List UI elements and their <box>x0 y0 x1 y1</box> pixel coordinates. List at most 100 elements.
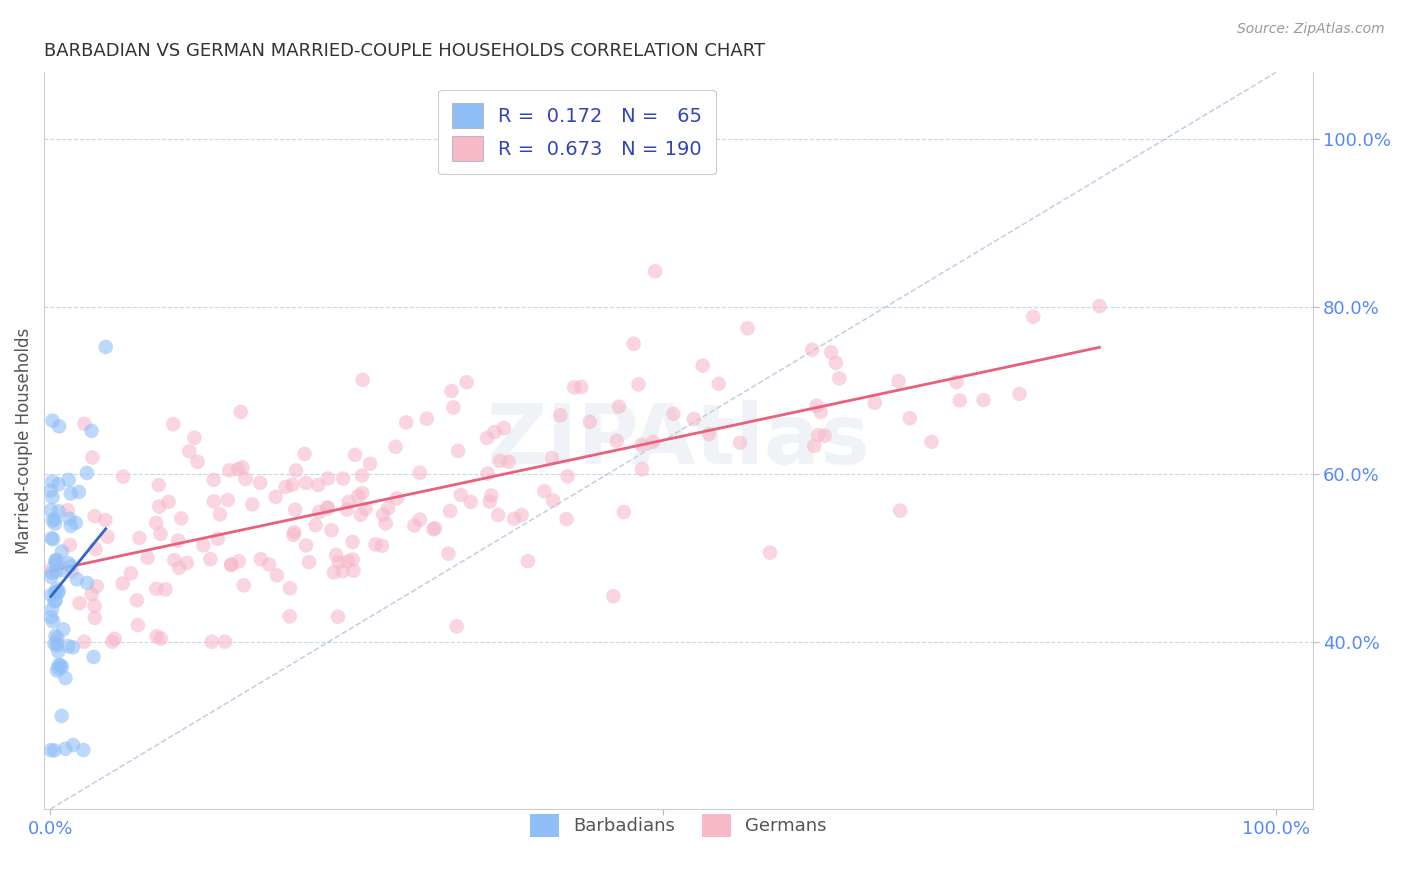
Point <box>384 440 406 454</box>
Point <box>48 504 70 518</box>
Point <box>409 466 432 480</box>
Point <box>232 578 254 592</box>
Point <box>67 484 90 499</box>
Point <box>316 501 339 516</box>
Point <box>332 472 354 486</box>
Point <box>80 587 103 601</box>
Point <box>242 498 264 512</box>
Point <box>437 547 460 561</box>
Point <box>503 512 526 526</box>
Point <box>48 584 70 599</box>
Point <box>39 588 62 602</box>
Point <box>304 518 326 533</box>
Point <box>219 558 242 572</box>
Point <box>45 634 67 648</box>
Point <box>395 416 418 430</box>
Point <box>759 546 782 560</box>
Point <box>163 553 186 567</box>
Point <box>949 393 972 408</box>
Legend: Barbadians, Germans: Barbadians, Germans <box>523 806 834 845</box>
Point <box>53 741 76 756</box>
Point <box>921 434 943 449</box>
Point <box>364 537 387 551</box>
Point <box>52 563 75 577</box>
Point <box>231 460 253 475</box>
Point <box>266 568 288 582</box>
Point <box>283 528 305 542</box>
Point <box>404 518 426 533</box>
Point <box>219 558 242 572</box>
Point <box>274 480 297 494</box>
Point <box>337 495 360 509</box>
Point <box>737 321 759 335</box>
Point <box>307 478 329 492</box>
Point <box>887 374 910 388</box>
Point <box>336 502 359 516</box>
Point <box>208 508 231 522</box>
Point <box>456 376 478 390</box>
Point <box>41 490 63 504</box>
Point <box>228 554 250 568</box>
Point <box>945 375 967 389</box>
Point <box>183 431 205 445</box>
Point <box>440 384 463 398</box>
Point <box>510 508 533 523</box>
Point <box>249 552 271 566</box>
Point <box>516 554 538 568</box>
Point <box>278 609 301 624</box>
Point <box>342 552 364 566</box>
Point <box>623 336 645 351</box>
Point <box>641 434 664 449</box>
Point <box>45 553 67 567</box>
Point <box>336 554 359 568</box>
Point <box>39 743 62 757</box>
Point <box>218 463 240 477</box>
Point <box>377 501 399 516</box>
Point <box>214 634 236 648</box>
Point <box>285 463 308 477</box>
Point <box>44 743 66 757</box>
Point <box>477 467 499 481</box>
Point <box>707 376 730 391</box>
Point <box>44 555 66 569</box>
Point <box>374 516 396 531</box>
Point <box>298 555 321 569</box>
Point <box>692 359 714 373</box>
Point <box>65 516 87 530</box>
Point <box>167 560 190 574</box>
Point <box>316 500 339 515</box>
Point <box>58 512 80 526</box>
Point <box>446 619 468 633</box>
Point <box>51 660 73 674</box>
Point <box>62 640 84 655</box>
Point <box>682 412 704 426</box>
Point <box>145 516 167 530</box>
Point <box>45 582 67 596</box>
Point <box>257 558 280 572</box>
Point <box>46 644 69 658</box>
Point <box>51 544 73 558</box>
Point <box>973 393 995 408</box>
Point <box>84 542 107 557</box>
Point <box>479 488 502 502</box>
Point <box>1008 386 1031 401</box>
Point <box>295 538 318 552</box>
Point <box>56 503 79 517</box>
Point <box>342 535 364 549</box>
Point <box>176 556 198 570</box>
Point <box>39 610 62 624</box>
Point <box>83 611 105 625</box>
Point <box>352 486 374 500</box>
Point <box>606 434 628 448</box>
Point <box>73 417 96 431</box>
Point <box>801 343 824 357</box>
Point <box>613 505 636 519</box>
Point <box>540 450 562 465</box>
Point <box>41 602 63 616</box>
Point <box>39 503 62 517</box>
Point <box>423 521 446 535</box>
Point <box>489 454 512 468</box>
Point <box>342 564 364 578</box>
Point <box>179 444 201 458</box>
Point <box>59 538 82 552</box>
